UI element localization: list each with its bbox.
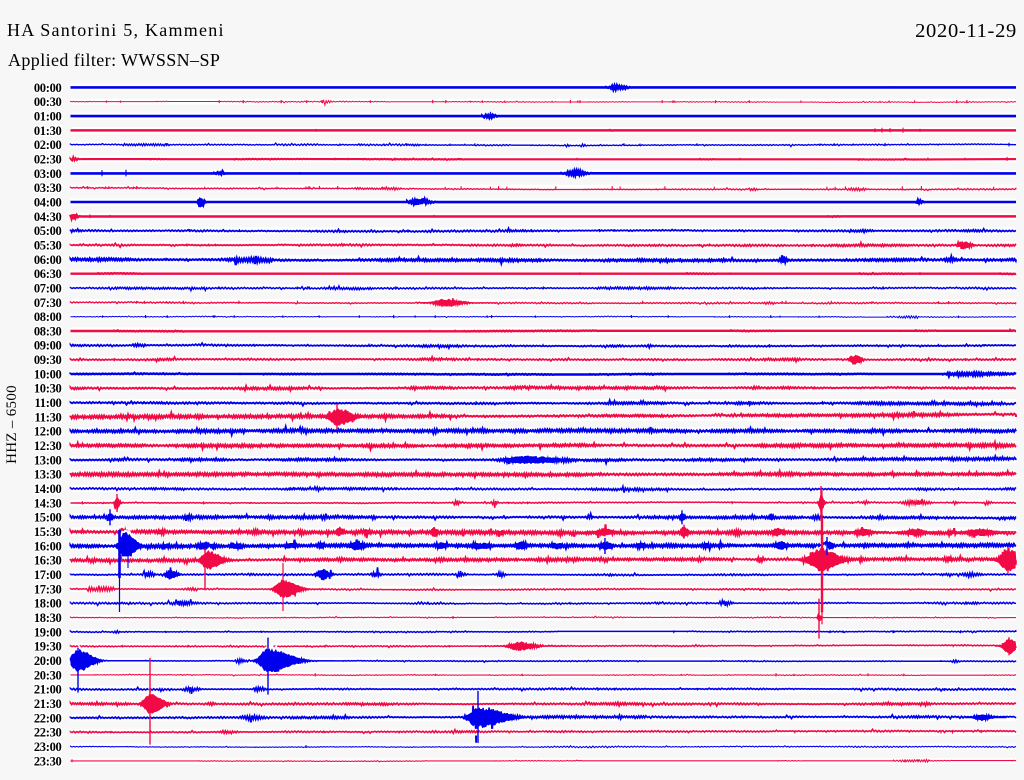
svg-text:08:00: 08:00 xyxy=(34,310,62,324)
svg-text:10:30: 10:30 xyxy=(34,382,62,396)
svg-text:09:00: 09:00 xyxy=(34,339,62,353)
svg-text:Applied filter: WWSSN–SP: Applied filter: WWSSN–SP xyxy=(8,50,220,70)
svg-text:15:30: 15:30 xyxy=(34,525,62,539)
svg-text:16:30: 16:30 xyxy=(34,554,62,568)
svg-text:23:30: 23:30 xyxy=(34,754,62,768)
svg-text:20:30: 20:30 xyxy=(34,668,62,682)
svg-text:12:00: 12:00 xyxy=(34,425,62,439)
svg-text:14:30: 14:30 xyxy=(34,496,62,510)
svg-text:18:30: 18:30 xyxy=(34,611,62,625)
svg-text:04:30: 04:30 xyxy=(34,210,62,224)
svg-text:21:00: 21:00 xyxy=(34,683,62,697)
svg-text:12:30: 12:30 xyxy=(34,439,62,453)
svg-text:06:30: 06:30 xyxy=(34,267,62,281)
svg-text:13:00: 13:00 xyxy=(34,453,62,467)
svg-text:01:30: 01:30 xyxy=(34,124,62,138)
svg-text:05:30: 05:30 xyxy=(34,238,62,252)
svg-text:20:00: 20:00 xyxy=(34,654,62,668)
svg-text:04:00: 04:00 xyxy=(34,195,62,209)
svg-text:07:30: 07:30 xyxy=(34,296,62,310)
svg-text:00:30: 00:30 xyxy=(34,95,62,109)
svg-text:07:00: 07:00 xyxy=(34,281,62,295)
svg-text:09:30: 09:30 xyxy=(34,353,62,367)
svg-text:14:00: 14:00 xyxy=(34,482,62,496)
svg-text:02:00: 02:00 xyxy=(34,138,62,152)
svg-text:HHZ – 6500: HHZ – 6500 xyxy=(4,385,20,464)
svg-text:HA Santorini 5, Kammeni: HA Santorini 5, Kammeni xyxy=(7,20,225,40)
svg-text:03:00: 03:00 xyxy=(34,167,62,181)
svg-text:08:30: 08:30 xyxy=(34,324,62,338)
svg-text:11:30: 11:30 xyxy=(35,410,62,424)
svg-text:03:30: 03:30 xyxy=(34,181,62,195)
svg-text:05:00: 05:00 xyxy=(34,224,62,238)
svg-text:11:00: 11:00 xyxy=(35,396,62,410)
svg-text:19:00: 19:00 xyxy=(34,625,62,639)
svg-text:16:00: 16:00 xyxy=(34,539,62,553)
svg-text:22:00: 22:00 xyxy=(34,711,62,725)
svg-text:22:30: 22:30 xyxy=(34,726,62,740)
svg-text:13:30: 13:30 xyxy=(34,468,62,482)
svg-text:2020-11-29: 2020-11-29 xyxy=(915,20,1017,42)
svg-text:18:00: 18:00 xyxy=(34,597,62,611)
svg-text:15:00: 15:00 xyxy=(34,511,62,525)
svg-text:17:30: 17:30 xyxy=(34,582,62,596)
svg-text:01:00: 01:00 xyxy=(34,110,62,124)
svg-text:19:30: 19:30 xyxy=(34,640,62,654)
svg-text:06:00: 06:00 xyxy=(34,253,62,267)
svg-text:00:00: 00:00 xyxy=(34,81,62,95)
svg-text:21:30: 21:30 xyxy=(34,697,62,711)
svg-text:10:00: 10:00 xyxy=(34,367,62,381)
svg-text:17:00: 17:00 xyxy=(34,568,62,582)
svg-text:23:00: 23:00 xyxy=(34,740,62,754)
svg-text:02:30: 02:30 xyxy=(34,153,62,167)
